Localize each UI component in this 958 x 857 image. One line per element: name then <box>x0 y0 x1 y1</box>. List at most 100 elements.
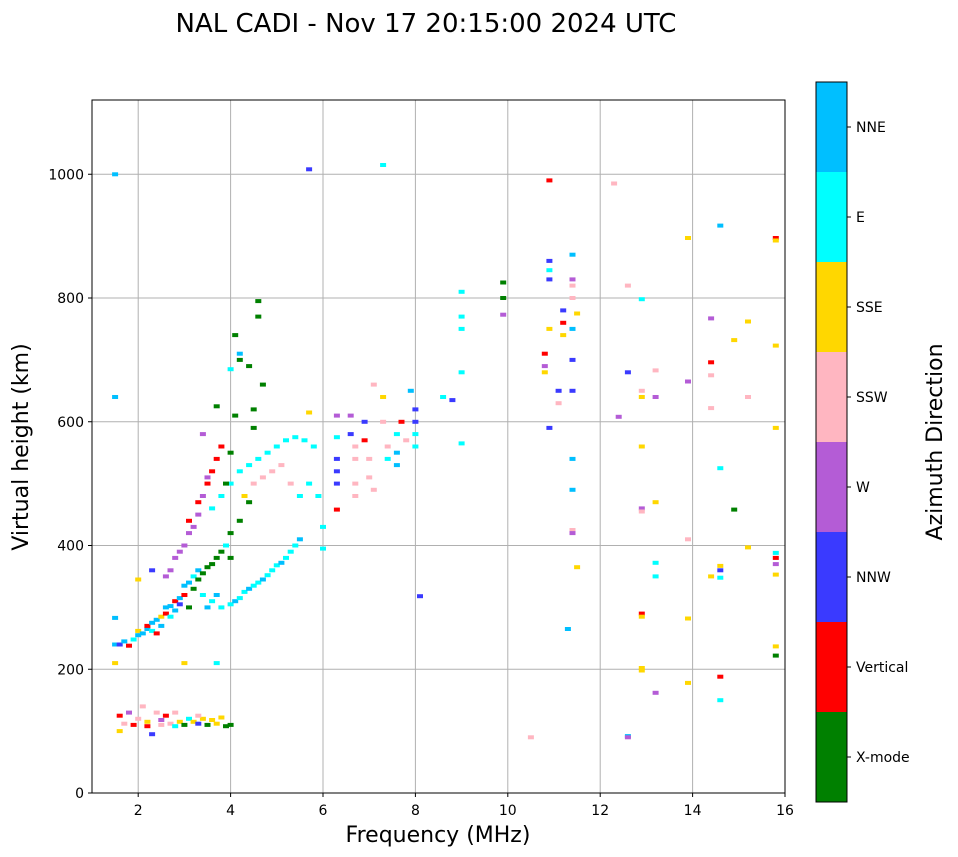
data-point <box>223 724 229 729</box>
data-point <box>287 481 294 486</box>
data-point <box>412 444 419 449</box>
data-point <box>162 605 169 610</box>
data-point <box>232 333 239 338</box>
data-point <box>204 722 211 727</box>
data-point <box>569 326 576 331</box>
data-point <box>569 357 576 362</box>
data-point <box>347 432 354 437</box>
data-point <box>546 277 553 282</box>
data-point <box>569 388 576 393</box>
data-point <box>772 644 779 649</box>
data-point <box>186 605 192 610</box>
data-point <box>236 469 243 474</box>
data-point <box>569 252 576 257</box>
y-axis-ticks: 0 200 400 600 800 1000 <box>48 167 92 802</box>
data-point <box>652 395 659 399</box>
data-points <box>112 163 779 740</box>
data-point <box>296 537 303 542</box>
data-point <box>278 560 285 565</box>
data-point <box>652 368 659 373</box>
data-point <box>172 608 179 613</box>
data-point <box>139 631 146 636</box>
data-point <box>162 713 169 718</box>
x-axis-ticks: 2 4 6 8 10 12 14 16 <box>134 793 794 819</box>
data-point <box>273 444 280 449</box>
colorbar-tick-label: Vertical <box>856 660 908 676</box>
data-point <box>370 487 377 492</box>
data-point <box>333 507 340 512</box>
data-point <box>246 463 253 468</box>
data-point <box>190 574 197 579</box>
data-point <box>541 364 548 369</box>
data-point <box>352 494 359 498</box>
y-tick-label: 600 <box>57 415 84 431</box>
data-point <box>398 419 405 424</box>
data-point <box>149 620 156 625</box>
data-point <box>574 311 581 316</box>
data-point <box>209 562 216 567</box>
data-point <box>708 406 715 411</box>
data-point <box>112 395 119 399</box>
colorbar: X-mode Vertical NNW W SSW SSE E NNE <box>815 81 910 803</box>
data-point <box>772 236 779 240</box>
data-point <box>223 481 229 486</box>
data-point <box>218 494 225 498</box>
x-tick-label: 12 <box>591 803 609 819</box>
data-point <box>209 718 216 722</box>
data-point <box>158 722 165 727</box>
data-point <box>218 605 225 610</box>
data-point <box>158 614 165 619</box>
data-point <box>384 456 391 461</box>
data-point <box>204 605 211 610</box>
data-point <box>241 494 248 498</box>
data-point <box>250 481 257 486</box>
data-point <box>218 444 225 449</box>
data-point <box>199 716 206 721</box>
x-axis-label: Frequency (MHz) <box>346 823 531 848</box>
data-point <box>116 713 123 718</box>
data-point <box>181 593 188 597</box>
data-point <box>199 494 206 498</box>
data-point <box>153 631 160 636</box>
data-point <box>204 565 211 570</box>
data-point <box>204 475 211 480</box>
data-point <box>172 710 179 715</box>
data-point <box>292 435 299 440</box>
data-point <box>380 163 387 167</box>
data-point <box>259 382 266 387</box>
data-point <box>717 223 724 228</box>
data-point <box>255 580 262 585</box>
data-point <box>638 297 645 302</box>
data-point <box>250 407 257 412</box>
data-point <box>139 704 146 709</box>
data-point <box>176 719 183 724</box>
data-point <box>333 456 340 461</box>
data-point <box>685 537 691 542</box>
data-point <box>361 419 368 424</box>
data-point <box>135 628 142 633</box>
data-point <box>172 555 179 560</box>
data-point <box>458 326 465 331</box>
data-point <box>190 586 197 591</box>
data-point <box>255 314 262 319</box>
data-point <box>250 425 257 430</box>
data-point <box>393 450 400 455</box>
data-point <box>638 668 645 673</box>
data-point <box>638 509 645 514</box>
colorbar-tick-label: NNE <box>856 120 886 136</box>
data-point <box>569 531 576 536</box>
data-point <box>624 370 631 375</box>
data-point <box>384 444 391 449</box>
colorbar-swatch <box>816 712 847 802</box>
data-point <box>560 308 567 313</box>
data-point <box>555 401 562 406</box>
data-point <box>121 721 128 726</box>
data-point <box>195 721 202 726</box>
colorbar-swatch <box>816 532 847 622</box>
data-point <box>708 316 715 321</box>
data-point <box>306 410 313 415</box>
data-point <box>541 351 548 356</box>
data-point <box>167 604 174 609</box>
data-point <box>296 494 303 498</box>
